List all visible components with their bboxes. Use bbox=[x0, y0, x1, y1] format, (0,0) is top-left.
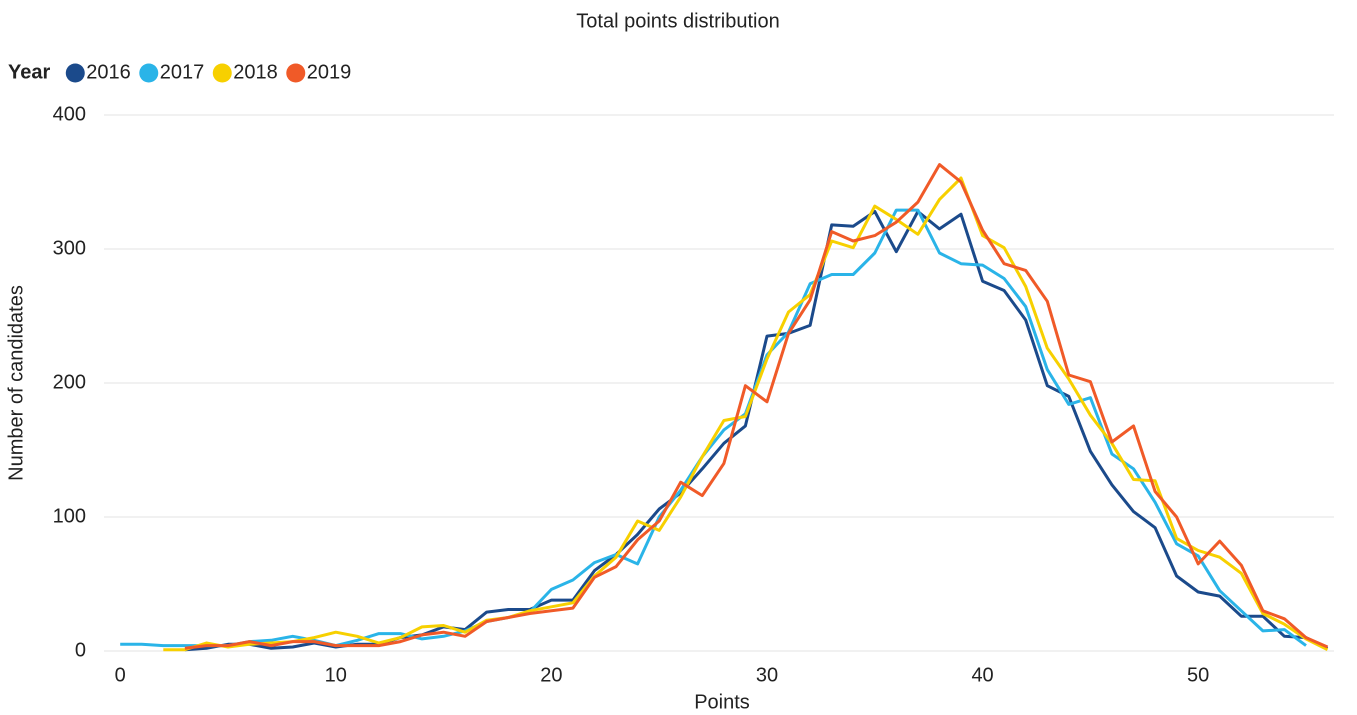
x-tick-label: 20 bbox=[540, 664, 562, 686]
y-tick-label: 0 bbox=[75, 639, 86, 661]
x-tick-label: 0 bbox=[115, 664, 126, 686]
chart-title: Total points distribution bbox=[576, 10, 779, 32]
legend-title: Year bbox=[8, 61, 50, 83]
legend-marker bbox=[286, 63, 306, 83]
y-tick-label: 300 bbox=[53, 237, 86, 259]
legend-label: 2018 bbox=[233, 61, 278, 83]
y-tick-label: 400 bbox=[53, 103, 86, 125]
y-tick-label: 100 bbox=[53, 505, 86, 527]
line-series bbox=[120, 208, 1307, 648]
x-tick-label: 10 bbox=[325, 664, 347, 686]
line-series bbox=[184, 163, 1329, 650]
legend-marker bbox=[139, 63, 159, 83]
x-tick-label: 30 bbox=[756, 664, 778, 686]
x-tick-label: 40 bbox=[971, 664, 993, 686]
legend-label: 2016 bbox=[86, 61, 131, 83]
legend-marker bbox=[212, 63, 232, 83]
line-series bbox=[163, 176, 1329, 652]
line-series bbox=[184, 210, 1329, 652]
x-axis-label: Points bbox=[694, 691, 750, 713]
x-tick-label: 50 bbox=[1187, 664, 1209, 686]
legend-label: 2019 bbox=[307, 61, 352, 83]
y-tick-label: 200 bbox=[53, 371, 86, 393]
legend-marker bbox=[65, 63, 85, 83]
y-axis-label: Number of candidates bbox=[5, 285, 27, 481]
legend-label: 2017 bbox=[160, 61, 205, 83]
